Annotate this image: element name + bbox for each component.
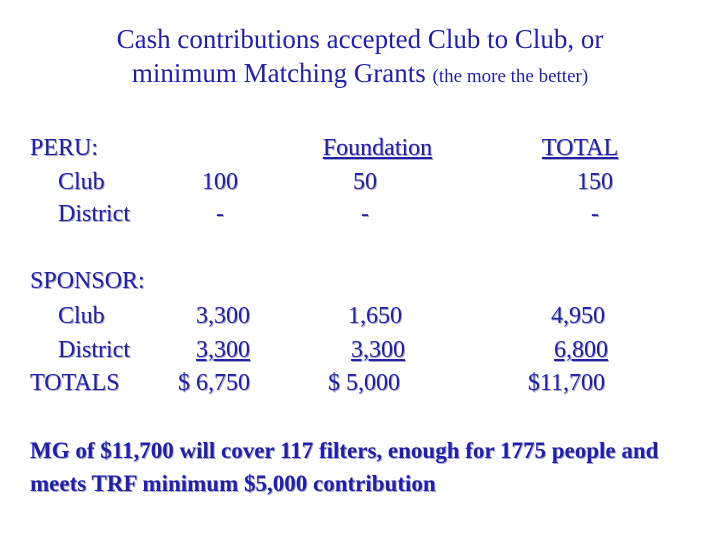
title-line-2-main: minimum Matching Grants — [131, 58, 426, 88]
sponsor-club-total: 4,950 — [551, 303, 605, 329]
sponsor-district-label: District — [58, 337, 130, 363]
peru-club-amount: 100 — [202, 169, 238, 195]
sponsor-totals-label: TOTALS — [30, 370, 120, 396]
peru-club-label: Club — [58, 169, 105, 195]
slide-title: Cash contributions accepted Club to Club… — [0, 22, 720, 94]
peru-district-label: District — [58, 201, 130, 227]
sponsor-district-foundation: 3,300 — [351, 337, 405, 363]
sponsor-totals-amount: $ 6,750 — [178, 370, 250, 396]
title-line-2-note: (the more the better) — [432, 66, 589, 87]
peru-club-total: 150 — [577, 169, 613, 195]
foundation-header: Foundation — [322, 135, 433, 161]
sponsor-label: SPONSOR: — [30, 268, 145, 294]
sponsor-totals-total: $11,700 — [527, 370, 605, 396]
peru-label: PERU: — [30, 135, 99, 161]
summary-note: MG of $11,700 will cover 117 filters, en… — [30, 438, 659, 496]
title-line-1: Cash contributions accepted Club to Club… — [116, 24, 604, 54]
sponsor-totals-foundation: $ 5,000 — [328, 370, 400, 396]
title-line-2: minimum Matching Grants (the more the be… — [0, 56, 720, 94]
sponsor-club-label: Club — [58, 303, 105, 329]
total-header: TOTAL — [541, 135, 619, 161]
peru-district-foundation: - — [361, 201, 369, 227]
peru-district-total: - — [591, 201, 599, 227]
peru-district-amount: - — [216, 201, 224, 227]
sponsor-club-amount: 3,300 — [196, 303, 250, 329]
sponsor-district-total: 6,800 — [554, 337, 608, 363]
sponsor-club-foundation: 1,650 — [348, 303, 402, 329]
peru-club-foundation: 50 — [353, 169, 377, 195]
sponsor-district-amount: 3,300 — [196, 337, 250, 363]
